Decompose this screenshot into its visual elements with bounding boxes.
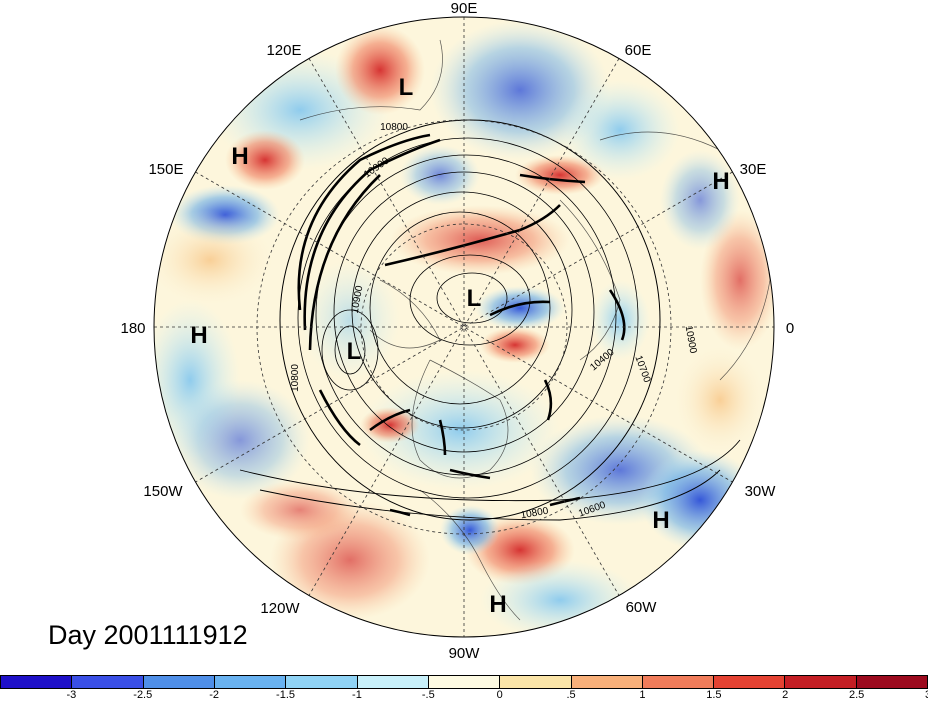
- colorbar-swatch: [785, 676, 857, 688]
- colorbar-swatch: [143, 676, 215, 688]
- colorbar-labels: -3 -2.5 -2 -1.5 -1 -.5 0 .5 1 1.5 2 2.5 3: [0, 689, 928, 702]
- lon-label-180: 180: [120, 320, 145, 337]
- colorbar-tick-label: 2: [782, 689, 789, 701]
- pressure-center-high: H: [231, 143, 248, 170]
- colorbar-tick-label: -.5: [421, 689, 435, 701]
- pressure-center-low: L: [467, 285, 482, 312]
- colorbar-swatch: [72, 676, 144, 688]
- colorbar-tick-label: -1.5: [276, 689, 296, 701]
- colorbar-swatch: [357, 676, 429, 688]
- lon-label-90w: 90W: [449, 645, 481, 662]
- lon-label-30w: 30W: [745, 483, 777, 500]
- pressure-center-high: H: [712, 168, 729, 195]
- colorbar-swatch: [571, 676, 643, 688]
- colorbar: [0, 675, 928, 689]
- day-label: Day 2001111912: [48, 620, 248, 650]
- colorbar-swatch: [214, 676, 287, 688]
- map-boundary: [153, 16, 775, 638]
- colorbar-swatch: [428, 676, 501, 688]
- colorbar-tick-label: 0: [496, 689, 503, 701]
- pressure-centers: L H H L H L H H: [190, 74, 729, 618]
- colorbar-tick-label: .5: [566, 689, 576, 701]
- lon-label-30e: 30E: [740, 161, 767, 178]
- colorbar-tick-label: 1: [639, 689, 646, 701]
- lon-label-90e: 90E: [451, 0, 478, 17]
- pressure-center-low: L: [347, 338, 362, 365]
- anomaly-field: [154, 17, 774, 637]
- contour-label: 10900: [350, 284, 366, 314]
- colorbar-tick-label: -1: [352, 689, 362, 701]
- colorbar-swatch: [642, 676, 715, 688]
- contour-label: 10800: [290, 364, 301, 392]
- lon-label-0: 0: [786, 320, 794, 337]
- pressure-center-high: H: [489, 591, 506, 618]
- colorbar-tick-label: 2.5: [848, 689, 865, 701]
- polar-map: 90E 60E 30E 0 30W 60W 90W 120W 150W 180 …: [120, 0, 794, 662]
- colorbar-swatch: [856, 676, 928, 688]
- contour-label: 10800: [520, 506, 550, 522]
- contour-label: 10800: [380, 122, 408, 133]
- lon-label-60w: 60W: [626, 599, 658, 616]
- longitude-labels: 90E 60E 30E 0 30W 60W 90W 120W 150W 180 …: [120, 0, 794, 662]
- lon-label-150e: 150E: [148, 161, 183, 178]
- graticule: [154, 17, 774, 637]
- contour-label: 10900: [683, 325, 699, 355]
- pressure-center-high: H: [190, 322, 207, 349]
- coastlines: [299, 39, 771, 621]
- colorbar-swatch: [1, 676, 73, 688]
- colorbar-tick-label: 3: [925, 689, 928, 701]
- pressure-center-low: L: [399, 74, 414, 101]
- colorbar-tick-label: -3: [66, 689, 77, 701]
- height-contours: [239, 119, 741, 521]
- colorbar-swatch: [286, 676, 358, 688]
- colorbar-swatch: [500, 676, 572, 688]
- colorbar-tick-label: -2: [209, 689, 220, 701]
- lon-label-60e: 60E: [625, 42, 652, 59]
- colorbar-swatch: [714, 676, 786, 688]
- colorbar-tick-label: 1.5: [706, 689, 722, 701]
- lon-label-120e: 120E: [266, 42, 301, 59]
- lon-label-150w: 150W: [143, 483, 183, 500]
- pressure-center-high: H: [652, 507, 669, 534]
- lon-label-120w: 120W: [260, 600, 300, 617]
- colorbar-tick-label: -2.5: [133, 689, 153, 701]
